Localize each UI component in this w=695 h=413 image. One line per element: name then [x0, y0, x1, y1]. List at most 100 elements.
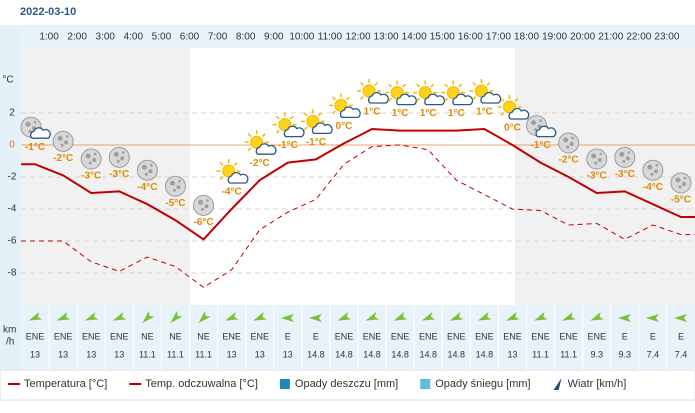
moon-crater [65, 135, 69, 138]
sun-ray [247, 133, 252, 138]
wind-speed: 14.8 [419, 349, 437, 359]
x-tick-label: 12:00 [345, 32, 370, 43]
x-tick-label: 1:00 [39, 32, 59, 43]
wind-direction: NE [141, 331, 154, 341]
data-label: 1°C [448, 108, 465, 119]
moon-crater [64, 140, 69, 145]
x-tick-label: 16:00 [458, 32, 483, 43]
data-label: 1°C [392, 108, 409, 119]
data-label: -3°C [587, 171, 607, 182]
wind-direction: ENE [222, 331, 241, 341]
moon-crater [92, 158, 97, 162]
wind-direction: ENE [110, 331, 129, 341]
wind-speed: 11.1 [532, 349, 549, 359]
cloud [283, 125, 305, 138]
wind-arrow-shape [225, 312, 239, 321]
wind-arrow [617, 314, 631, 322]
cloud [311, 122, 333, 135]
x-tick-label: 11:00 [318, 32, 343, 43]
wind-arrow [421, 312, 436, 321]
moon-crater [141, 164, 147, 170]
data-label: -4°C [222, 187, 242, 198]
y-tick-label: -6 [8, 236, 17, 247]
wind-arrow-shape [142, 310, 155, 323]
moon-crater [571, 136, 574, 140]
x-tick-label: 8:00 [236, 32, 256, 43]
moon [586, 148, 608, 170]
wind-direction: ENE [503, 331, 522, 341]
moon-crater [650, 172, 654, 176]
weather-icon [20, 116, 51, 139]
sun-ray [303, 112, 308, 117]
wind-arrow-shape [645, 314, 659, 322]
sun-ray [233, 161, 238, 166]
sun-ray [247, 147, 252, 152]
x-tick-label: 6:00 [180, 32, 200, 43]
chart-title: 2022-03-10 [20, 6, 76, 18]
moon-crater [625, 156, 630, 161]
moon-crater [622, 159, 626, 163]
wind-direction: E [678, 331, 684, 341]
wind-direction: ENE [82, 331, 101, 341]
x-tick-label: 10:00 [289, 32, 314, 43]
wind-speed: 11.1 [560, 349, 577, 359]
wind-arrow [562, 312, 576, 321]
axis-band [0, 25, 21, 370]
wind-arrow [28, 312, 43, 321]
sun-ray [331, 96, 336, 101]
moon-crater [206, 199, 209, 202]
weather-icon [272, 112, 305, 138]
legend-label: Opady deszczu [mm] [295, 378, 398, 390]
data-label: -2°C [559, 155, 579, 166]
moon-crater [178, 179, 181, 183]
wind-speed: 14.8 [391, 349, 409, 359]
sun-ray [472, 96, 477, 101]
x-tick-label: 9:00 [264, 32, 284, 43]
wind-arrow-shape [562, 312, 576, 321]
data-label: -2°C [53, 153, 73, 164]
sun-ray [275, 115, 280, 120]
moon-crater [539, 119, 542, 122]
cloud [508, 107, 530, 120]
weather-icon [586, 148, 608, 170]
moon-crater [683, 176, 687, 180]
wind-arrow-shape [84, 312, 99, 321]
moon-crater [201, 207, 205, 211]
sun-ray [219, 176, 224, 181]
moon-crater [678, 185, 682, 189]
moon-crater [569, 142, 574, 146]
moon [136, 159, 158, 181]
wind-arrow-shape [280, 314, 294, 322]
weather-icon [441, 80, 474, 106]
moon-crater [93, 152, 97, 156]
moon [642, 159, 664, 181]
wind-arrow-shape [590, 312, 604, 321]
x-tick-label: 17:00 [486, 32, 511, 43]
cloud [396, 93, 417, 106]
moon-crater [116, 159, 120, 163]
wind-arrow [645, 314, 659, 322]
moon-crater [148, 169, 153, 174]
wind-arrow-shape [617, 314, 631, 322]
wind-arrow [337, 312, 352, 321]
x-tick-label: 7:00 [208, 32, 228, 43]
cloud [452, 93, 474, 106]
x-tick-label: 3:00 [96, 32, 116, 43]
wind-arrow-shape [28, 312, 43, 321]
weather-icon [385, 80, 417, 106]
wind-arrow-shape [337, 312, 352, 321]
wind-arrow [477, 312, 492, 321]
legend-label: Temperatura [°C] [24, 378, 107, 390]
wind-direction: NE [197, 331, 210, 341]
wind-arrow [393, 312, 408, 321]
cloud [368, 91, 389, 104]
y-tick-label: 0 [9, 140, 15, 151]
y-unit: °C [2, 75, 13, 86]
data-label: 1°C [420, 108, 437, 119]
sun-ray [444, 83, 449, 88]
moon-crater [647, 164, 653, 170]
sun-ray [430, 83, 435, 88]
wind-arrow-shape [673, 314, 687, 322]
wind-speed: 13 [58, 349, 68, 359]
